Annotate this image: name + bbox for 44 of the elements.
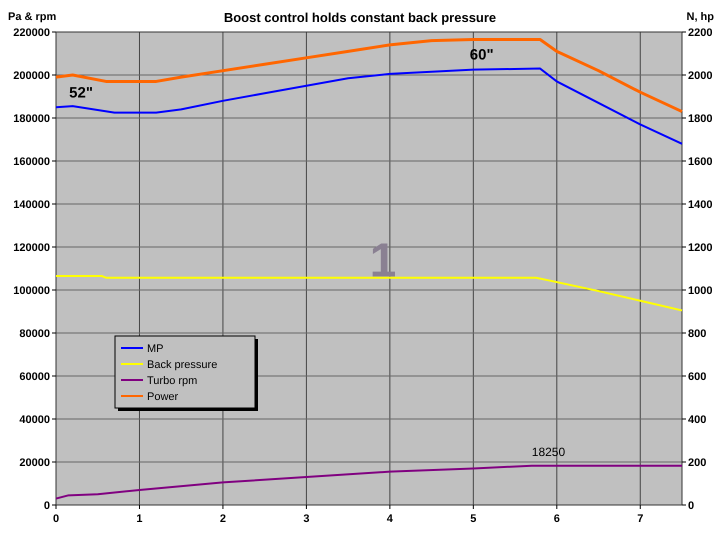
annotation: 52" (69, 84, 93, 102)
y2-tick-label: 800 (688, 328, 706, 340)
x-tick-label: 1 (136, 513, 143, 525)
x-tick-label: 5 (470, 513, 476, 525)
y-tick-label: 20000 (19, 457, 50, 469)
x-tick-label: 7 (637, 513, 644, 525)
y2-tick-label: 2000 (688, 70, 712, 82)
y-axis-title: Pa & rpm (8, 11, 57, 23)
y-tick-label: 40000 (19, 414, 50, 426)
y-tick-label: 220000 (13, 27, 50, 39)
y-tick-label: 80000 (19, 328, 50, 340)
y2-tick-label: 1600 (688, 156, 712, 168)
y-tick-label: 140000 (13, 199, 50, 211)
y2-tick-label: 400 (688, 414, 706, 426)
y2-tick-label: 0 (688, 500, 694, 512)
y2-tick-label: 1000 (688, 285, 712, 297)
y2-axis-title: N, hp (686, 11, 714, 23)
y-tick-label: 180000 (13, 113, 50, 125)
y-tick-label: 100000 (13, 285, 50, 297)
legend-label: Back pressure (147, 359, 218, 371)
y2-tick-label: 1200 (688, 242, 712, 254)
x-tick-label: 4 (386, 513, 394, 525)
line-series (55, 464, 683, 500)
y2-tick-label: 2200 (688, 27, 712, 39)
y-tick-label: 160000 (13, 156, 50, 168)
x-tick-label: 2 (220, 513, 226, 525)
line-series (54, 38, 684, 114)
chart-title: Boost control holds constant back pressure (224, 10, 496, 25)
y-tick-label: 200000 (13, 70, 50, 82)
x-tick-label: 0 (52, 513, 60, 525)
y-tick-label: 0 (44, 500, 50, 512)
x-tick-label: 3 (303, 513, 310, 525)
y2-tick-label: 600 (688, 371, 706, 383)
line-series (55, 275, 683, 312)
y2-tick-label: 1400 (688, 199, 712, 211)
legend-label: Power (147, 391, 179, 403)
line-series (55, 68, 683, 145)
legend-label: Turbo rpm (147, 375, 198, 387)
y2-tick-label: 1800 (688, 113, 712, 125)
y-tick-label: 60000 (19, 371, 50, 383)
x-tick-label: 6 (554, 513, 560, 525)
legend-label: MP (147, 343, 164, 355)
y-tick-label: 120000 (13, 242, 50, 254)
y2-tick-label: 200 (688, 457, 706, 469)
